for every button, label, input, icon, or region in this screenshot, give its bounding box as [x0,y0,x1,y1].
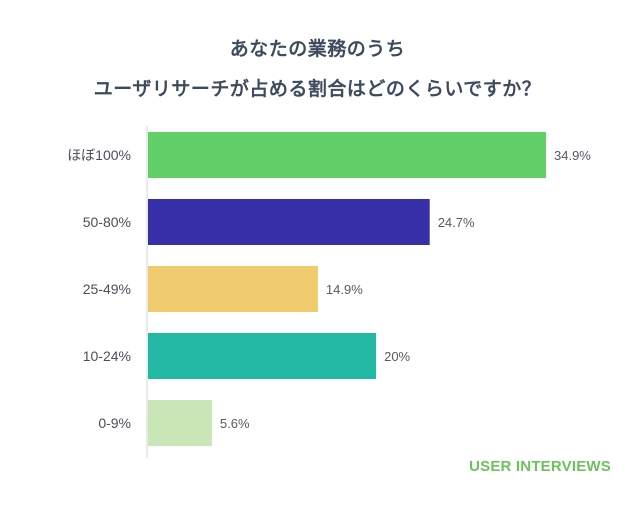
category-label-3: 10-24% [83,348,131,364]
bar-2 [148,266,318,312]
value-label-4: 5.6% [220,416,250,431]
chart-title-line-2: ユーザリサーチが占める割合はどのくらいですか？ [93,78,542,100]
value-label-3: 20% [384,349,410,364]
category-label-0: ほぼ100% [67,147,131,163]
value-label-2: 14.9% [326,282,363,297]
value-label-1: 24.7% [438,215,475,230]
chart-title-line-1: あなたの業務のうち [229,38,406,60]
category-label-2: 25-49% [83,281,131,297]
brand-logo-text: USER INTERVIEWS [469,458,611,475]
bar-0 [148,132,546,178]
value-label-0: 34.9% [554,148,591,163]
category-label-4: 0-9% [98,415,131,431]
bar-3 [148,333,377,379]
bar-4 [148,400,212,446]
category-label-1: 50-80% [83,214,131,230]
bar-1 [148,199,430,245]
